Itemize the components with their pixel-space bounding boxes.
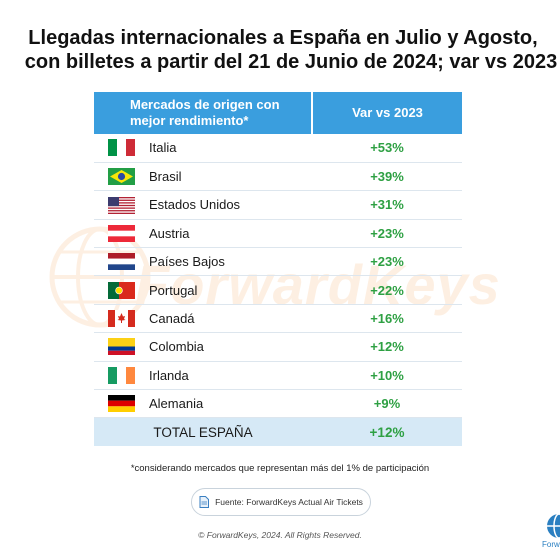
document-icon	[199, 496, 210, 508]
market-name: Italia	[149, 140, 177, 156]
variation-value: +23%	[312, 219, 462, 249]
portugal-flag-icon	[108, 281, 135, 299]
title-line-2: con billetes a partir del 21 de Junio de…	[24, 51, 558, 73]
market-name: Brasil	[149, 169, 182, 185]
header-variation: Var vs 2023	[312, 92, 462, 134]
market-cell: Alemania	[94, 389, 312, 419]
variation-value: +16%	[312, 304, 462, 334]
table-row: Brasil +39%	[94, 162, 462, 192]
table-header-row: Mercados de origen con mejor rendimiento…	[94, 92, 462, 134]
table-row: Canadá +16%	[94, 304, 462, 334]
colombia-flag-icon	[108, 338, 135, 356]
variation-value: +22%	[312, 275, 462, 305]
title-line-1: Llegadas internacionales a España en Jul…	[28, 27, 538, 49]
variation-value: +39%	[312, 162, 462, 192]
forwardkeys-logo-icon	[547, 513, 560, 539]
header-market: Mercados de origen con mejor rendimiento…	[94, 92, 313, 134]
table-row: Estados Unidos +31%	[94, 190, 462, 220]
table-row: Austria +23%	[94, 219, 462, 249]
italy-flag-icon	[108, 139, 135, 157]
variation-value: +9%	[312, 389, 462, 419]
variation-value: +10%	[312, 361, 462, 391]
austria-flag-icon	[108, 224, 135, 242]
market-name: Países Bajos	[149, 254, 225, 270]
germany-flag-icon	[108, 395, 135, 413]
market-cell: Colombia	[94, 332, 312, 362]
table-row: Irlanda +10%	[94, 361, 462, 391]
table-row: Alemania +9%	[94, 389, 462, 419]
variation-value: +53%	[312, 134, 462, 163]
table-row: Colombia +12%	[94, 332, 462, 362]
market-name: Portugal	[149, 282, 198, 298]
table-row: Países Bajos +23%	[94, 247, 462, 277]
netherlands-flag-icon	[108, 253, 135, 271]
market-cell: Canadá	[94, 304, 312, 334]
usa-flag-icon	[108, 196, 135, 214]
total-label: TOTAL ESPAÑA	[94, 417, 312, 446]
results-table: Mercados de origen con mejor rendimiento…	[94, 92, 462, 446]
market-name: Estados Unidos	[149, 197, 241, 213]
ireland-flag-icon	[108, 366, 135, 384]
logo-text: Forwa	[542, 540, 560, 549]
variation-value: +31%	[312, 190, 462, 220]
market-name: Canadá	[149, 311, 195, 327]
total-value: +12%	[312, 417, 462, 446]
market-cell: Austria	[94, 219, 312, 249]
source-badge: Fuente: ForwardKeys Actual Air Tickets	[191, 488, 371, 516]
market-cell: Irlanda	[94, 361, 312, 391]
market-name: Alemania	[149, 396, 204, 412]
market-cell: Estados Unidos	[94, 190, 312, 220]
canada-flag-icon	[108, 310, 135, 328]
variation-value: +23%	[312, 247, 462, 277]
table-row: Italia +53%	[94, 134, 462, 163]
market-cell: Brasil	[94, 162, 312, 192]
market-name: Austria	[149, 225, 190, 241]
variation-value: +12%	[312, 332, 462, 362]
market-name: Colombia	[149, 339, 204, 355]
footnote: *considerando mercados que representan m…	[130, 463, 430, 474]
market-name: Irlanda	[149, 367, 189, 383]
source-text: Fuente: ForwardKeys Actual Air Tickets	[215, 497, 363, 507]
copyright: © ForwardKeys, 2024. All Rights Reserved…	[198, 530, 362, 540]
brazil-flag-icon	[108, 168, 135, 186]
market-cell: Países Bajos	[94, 247, 312, 277]
market-cell: Italia	[94, 134, 312, 163]
table-row: Portugal +22%	[94, 275, 462, 305]
table-body: Italia +53% Brasil +39% Estados Unidos +31% Au…	[94, 134, 462, 419]
chart-title: Llegadas internacionales a España en Jul…	[0, 26, 560, 74]
total-row: TOTAL ESPAÑA +12%	[94, 417, 462, 446]
market-cell: Portugal	[94, 275, 312, 305]
